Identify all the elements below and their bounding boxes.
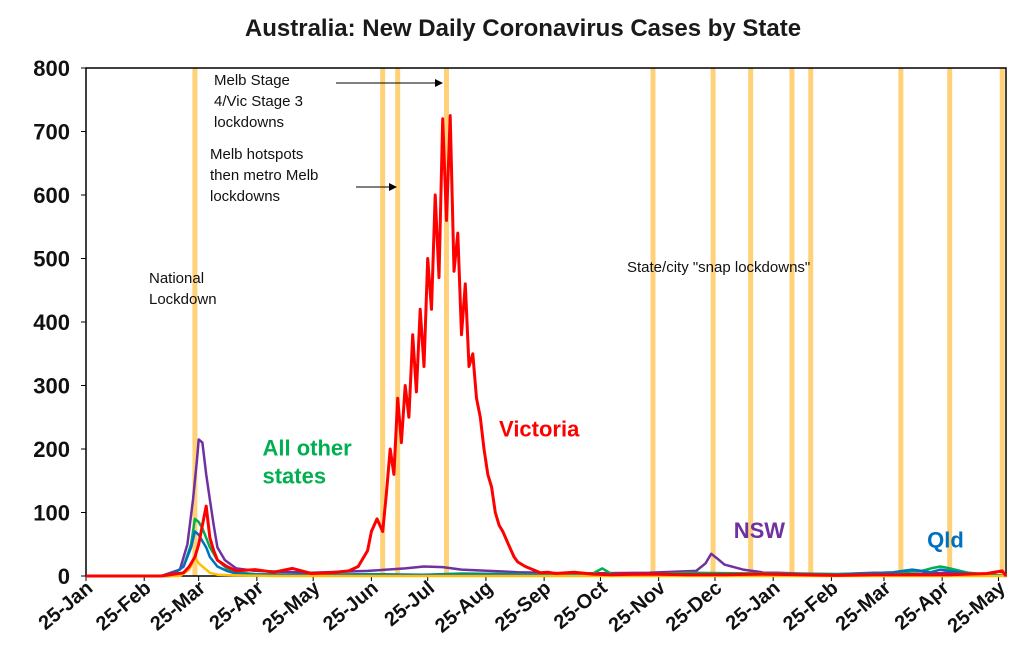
series-label-nsw: NSW [734, 518, 786, 543]
x-axis: 25-Jan25-Feb25-Mar25-Apr25-May25-Jun25-J… [35, 576, 1011, 637]
x-tick-label: 25-Oct [550, 577, 612, 634]
series-label-victoria: Victoria [499, 416, 580, 441]
x-tick-label: 25-Feb [779, 577, 843, 635]
y-tick-label: 600 [33, 183, 70, 208]
x-tick-label: 25-Jan [722, 577, 785, 635]
y-tick-label: 0 [58, 564, 70, 589]
annotation-snap-lockdowns: State/city "snap lockdowns" [627, 259, 810, 276]
x-tick-label: 25-Sep [491, 577, 555, 636]
series-line-qld [86, 530, 1007, 578]
x-tick-label: 25-Nov [605, 576, 671, 636]
annotation-melb-hotspots: Melb hotspots then metro Melb lockdowns [210, 146, 397, 205]
y-tick-label: 300 [33, 374, 70, 399]
annotation-melb-stage4: Melb Stage 4/Vic Stage 3 lockdowns [214, 72, 443, 131]
x-tick-label: 25-Aug [431, 577, 497, 637]
annotation-line: then metro Melb [210, 167, 318, 184]
x-tick-label: 25-Apr [891, 577, 954, 635]
x-tick-label: 25-Feb [92, 577, 156, 635]
series-line-unlabelled [86, 555, 1006, 578]
annotation-line: National [149, 270, 204, 287]
annotation-line: 4/Vic Stage 3 [214, 93, 303, 110]
series-label-qld: Qld [927, 527, 964, 552]
annotation-line: Lockdown [149, 291, 217, 308]
x-tick-label: 25-Apr [205, 577, 268, 635]
chart-title: Australia: New Daily Coronavirus Cases b… [245, 15, 801, 42]
lockdown-markers [192, 68, 1005, 576]
annotation-national-lockdown: National Lockdown [149, 270, 217, 308]
y-tick-label: 500 [33, 247, 70, 272]
series-line-nsw [86, 438, 1007, 578]
x-tick-label: 25-May [944, 576, 1011, 637]
y-axis: 0 100 200 300 400 500 600 700 800 [33, 56, 86, 589]
series-labels: Victoria NSW All other states Qld [262, 416, 963, 552]
annotation-line: lockdowns [214, 114, 284, 131]
annotation-line: lockdowns [210, 188, 280, 205]
arrowhead-hotspots [389, 183, 397, 191]
y-tick-label: 100 [33, 501, 70, 526]
series-line-all-other-states [86, 517, 1007, 578]
y-tick-label: 200 [33, 437, 70, 462]
plot-frame [85, 67, 1007, 577]
x-tick-label: 25-Jun [319, 577, 383, 635]
y-tick-label: 400 [33, 310, 70, 335]
x-tick-label: 25-May [258, 576, 325, 637]
series-label-all-other-states: All other [262, 435, 352, 460]
annotation-line: Melb hotspots [210, 146, 303, 163]
series-lines [86, 114, 1008, 578]
series-line-victoria [86, 114, 1008, 578]
x-tick-label: 25-Jul [380, 577, 438, 631]
x-tick-label: 25-Mar [832, 577, 896, 635]
arrowhead-stage4 [435, 79, 443, 87]
y-tick-label: 800 [33, 56, 70, 81]
y-tick-label: 700 [33, 120, 70, 145]
x-tick-label: 25-Dec [662, 577, 726, 636]
x-tick-label: 25-Mar [146, 577, 210, 635]
series-label-all-other-states: states [262, 463, 326, 488]
annotation-line: Melb Stage [214, 72, 290, 89]
